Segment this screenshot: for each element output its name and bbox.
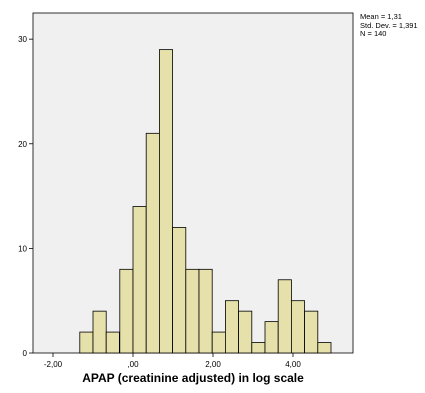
histogram-bar-4 xyxy=(132,206,147,354)
x-tick-label-2: 2,00 xyxy=(205,360,221,369)
y-tick-label-3: 30 xyxy=(18,35,27,44)
histogram-bar-12 xyxy=(238,310,253,354)
histogram-bar-0 xyxy=(79,331,94,354)
histogram-bar-5 xyxy=(145,132,160,354)
histogram-bar-13 xyxy=(251,342,266,354)
y-tick-label-2: 20 xyxy=(18,140,27,149)
y-tick-label-1: 10 xyxy=(18,244,27,253)
x-tick-label-3: 4,00 xyxy=(285,360,301,369)
x-tick-label-0: -2,00 xyxy=(44,360,63,369)
histogram-bar-15 xyxy=(277,279,292,354)
histogram-bar-6 xyxy=(158,49,173,354)
axes-group: 0 10 20 30 -2,00 ,00 2,00 4,00 xyxy=(18,35,301,369)
bars-group xyxy=(79,49,332,354)
histogram-bar-18 xyxy=(317,342,332,354)
histogram-bar-17 xyxy=(304,310,319,354)
histogram-bar-14 xyxy=(264,321,279,354)
histogram-bar-7 xyxy=(172,227,187,354)
stat-n: N = 140 xyxy=(360,29,387,38)
y-tick-label-0: 0 xyxy=(23,349,28,358)
histogram-bar-11 xyxy=(224,300,239,354)
histogram-bar-3 xyxy=(119,268,134,354)
statistics-box: Mean = 1,31 Std. Dev. = 1,391 N = 140 xyxy=(360,12,418,39)
x-axis-label: APAP (creatinine adjusted) in log scale xyxy=(82,371,304,385)
histogram-bar-2 xyxy=(105,331,120,354)
stat-std-dev: Std. Dev. = 1,391 xyxy=(360,20,418,30)
x-tick-label-1: ,00 xyxy=(127,360,139,369)
histogram-bar-16 xyxy=(290,300,305,354)
stat-mean: Mean = 1,31 xyxy=(360,12,402,21)
histogram-bar-1 xyxy=(92,310,107,354)
histogram-bar-9 xyxy=(198,268,213,354)
histogram-bar-8 xyxy=(185,268,200,354)
histogram-bar-10 xyxy=(211,331,226,354)
